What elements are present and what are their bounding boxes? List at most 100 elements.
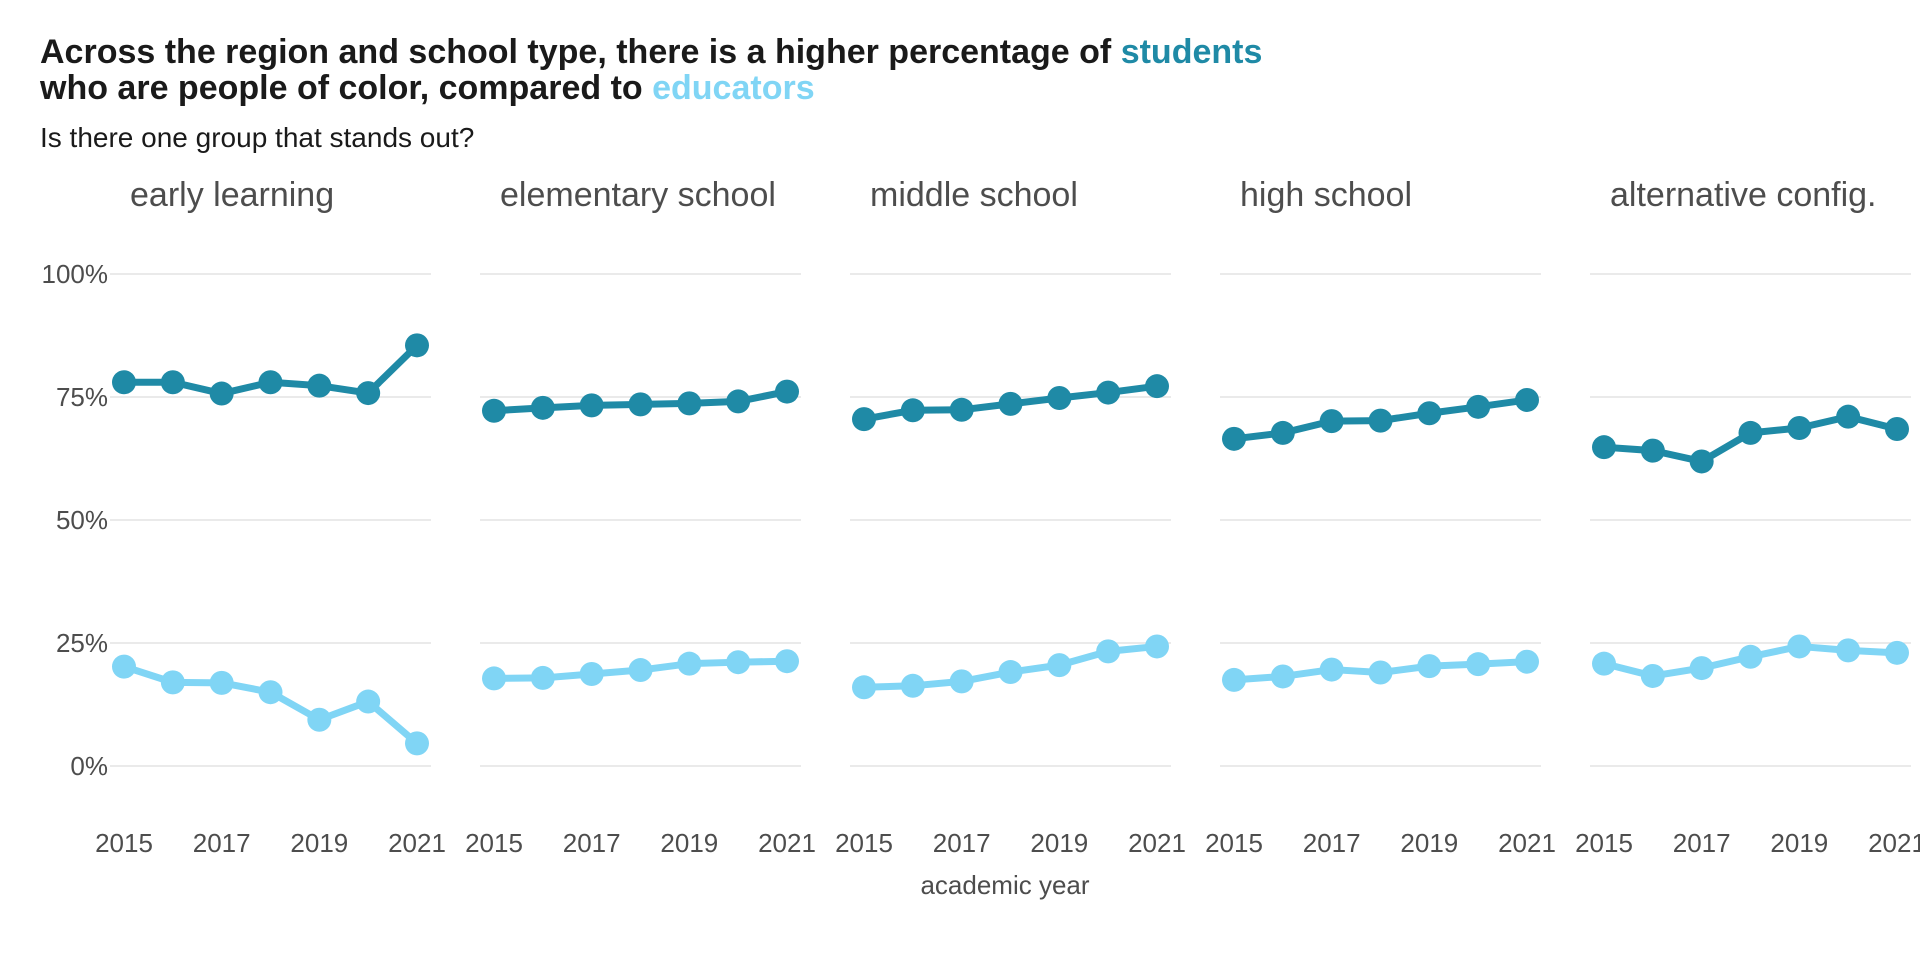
- data-point-educators: [160, 670, 185, 695]
- panel-title: alternative config.: [1610, 176, 1877, 214]
- data-point-educators: [307, 707, 332, 732]
- data-point-students: [1222, 426, 1246, 451]
- data-point-students: [1368, 408, 1393, 433]
- title-part2: who are people of color, compared to: [40, 69, 653, 107]
- panel-title: high school: [1240, 176, 1412, 214]
- data-point-students: [1640, 438, 1665, 463]
- x-tick-label: 2021: [758, 828, 816, 858]
- data-point-students: [530, 395, 555, 420]
- x-tick-label: 2017: [193, 828, 251, 858]
- data-point-educators: [1640, 663, 1665, 688]
- data-point-educators: [775, 649, 799, 674]
- x-tick-label: 2017: [1673, 828, 1731, 858]
- data-point-students: [356, 381, 381, 406]
- data-point-students: [1689, 449, 1714, 474]
- data-point-educators: [628, 658, 653, 683]
- y-tick-label: 75%: [56, 382, 108, 412]
- x-tick-label: 2019: [660, 828, 718, 858]
- x-tick-label: 2021: [1868, 828, 1920, 858]
- x-tick-label: 2019: [1400, 828, 1458, 858]
- data-point-students: [628, 392, 653, 417]
- data-point-students: [1836, 404, 1861, 429]
- data-point-students: [258, 370, 283, 395]
- data-point-students: [998, 391, 1023, 416]
- data-point-educators: [1145, 634, 1169, 659]
- data-point-educators: [1047, 653, 1072, 678]
- y-tick-label: 50%: [56, 505, 108, 535]
- x-tick-label: 2017: [563, 828, 621, 858]
- panel-title: early learning: [130, 176, 334, 214]
- data-point-educators: [998, 660, 1023, 685]
- data-point-students: [112, 370, 136, 395]
- data-point-educators: [1222, 667, 1246, 692]
- chart-title: Across the region and school type, there…: [40, 34, 1262, 106]
- x-tick-label: 2019: [1770, 828, 1828, 858]
- data-point-students: [209, 381, 234, 406]
- data-point-educators: [258, 680, 283, 705]
- data-point-educators: [1368, 660, 1393, 685]
- data-point-educators: [356, 689, 381, 714]
- data-point-educators: [1689, 656, 1714, 681]
- data-point-students: [579, 393, 604, 418]
- x-tick-label: 2019: [290, 828, 348, 858]
- data-point-educators: [1319, 657, 1344, 682]
- data-point-students: [1417, 401, 1442, 426]
- data-point-students: [1885, 416, 1909, 441]
- y-tick-label: 100%: [42, 259, 109, 289]
- x-axis-title: academic year: [920, 870, 1089, 900]
- data-point-educators: [677, 651, 702, 676]
- data-point-educators: [1885, 640, 1909, 665]
- x-tick-label: 2015: [1575, 828, 1633, 858]
- data-point-students: [1096, 380, 1121, 405]
- data-point-students: [160, 370, 185, 395]
- title-students-highlight: students: [1120, 33, 1263, 71]
- panel-title: middle school: [870, 176, 1078, 214]
- x-tick-label: 2015: [95, 828, 153, 858]
- data-point-educators: [726, 650, 751, 675]
- data-point-students: [949, 397, 974, 422]
- data-point-students: [1592, 435, 1616, 460]
- data-point-educators: [852, 675, 876, 700]
- data-point-educators: [1738, 644, 1763, 669]
- x-tick-label: 2019: [1030, 828, 1088, 858]
- data-point-educators: [1592, 651, 1616, 676]
- data-point-students: [1047, 385, 1072, 410]
- y-tick-label: 0%: [70, 751, 108, 781]
- data-point-students: [1738, 420, 1763, 445]
- data-point-students: [852, 407, 876, 432]
- x-tick-label: 2017: [1303, 828, 1361, 858]
- x-tick-label: 2015: [465, 828, 523, 858]
- data-point-educators: [1787, 634, 1812, 659]
- data-point-educators: [579, 661, 604, 686]
- data-point-educators: [405, 731, 429, 756]
- data-point-students: [1466, 394, 1491, 419]
- data-point-educators: [112, 654, 136, 679]
- data-point-educators: [1836, 638, 1861, 663]
- data-point-students: [900, 398, 925, 423]
- data-point-students: [1787, 415, 1812, 440]
- data-point-educators: [949, 669, 974, 694]
- y-tick-label: 25%: [56, 628, 108, 658]
- data-point-students: [405, 333, 429, 358]
- data-point-educators: [1515, 649, 1539, 674]
- x-tick-label: 2015: [835, 828, 893, 858]
- data-point-students: [1270, 420, 1295, 445]
- panel-title: elementary school: [500, 176, 776, 214]
- data-point-students: [307, 373, 332, 398]
- chart-subtitle: Is there one group that stands out?: [40, 122, 475, 153]
- data-point-educators: [1270, 664, 1295, 689]
- data-point-students: [677, 391, 702, 416]
- data-point-students: [482, 398, 506, 423]
- data-point-students: [1145, 374, 1169, 399]
- x-tick-label: 2021: [388, 828, 446, 858]
- data-point-students: [1319, 409, 1344, 434]
- data-point-educators: [209, 670, 234, 695]
- x-tick-label: 2017: [933, 828, 991, 858]
- data-point-educators: [1096, 639, 1121, 664]
- data-point-educators: [482, 666, 506, 691]
- x-tick-label: 2021: [1128, 828, 1186, 858]
- title-educators-highlight: educators: [652, 69, 815, 107]
- data-point-students: [775, 379, 799, 404]
- title-part1: Across the region and school type, there…: [40, 33, 1121, 71]
- x-tick-label: 2015: [1205, 828, 1263, 858]
